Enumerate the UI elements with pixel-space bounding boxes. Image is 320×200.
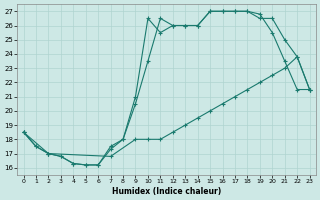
X-axis label: Humidex (Indice chaleur): Humidex (Indice chaleur) bbox=[112, 187, 221, 196]
